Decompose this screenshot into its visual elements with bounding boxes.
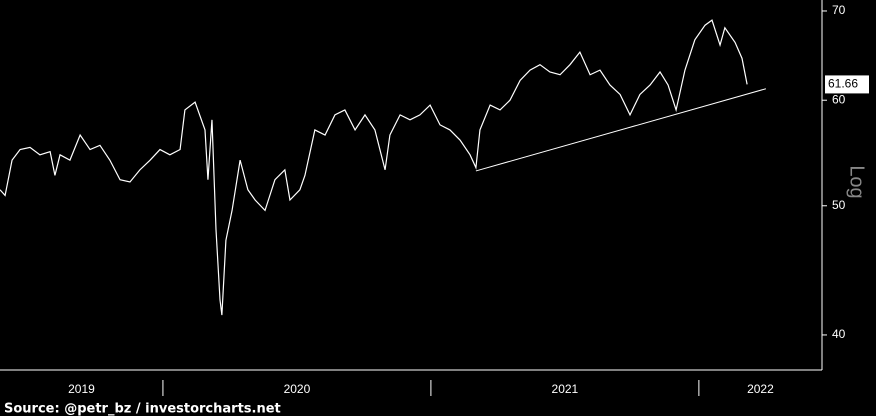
x-tick-label: 2020: [284, 382, 311, 396]
y-tick-label: 50: [832, 198, 846, 212]
price-line: [0, 19, 748, 316]
x-tick-label: 2021: [552, 382, 579, 396]
y-tick-label: 60: [832, 92, 846, 106]
trendline: [475, 88, 767, 172]
y-axis-label: Log: [846, 165, 868, 198]
last-value-label: 61.66: [828, 77, 858, 91]
x-tick-label: 2022: [747, 382, 774, 396]
y-tick-label: 70: [832, 3, 846, 17]
y-tick-label: 40: [832, 327, 846, 341]
last-value-box: [825, 75, 869, 94]
source: Source: @petr_bz / investorcharts.net: [4, 402, 281, 416]
x-tick-label: 2019: [68, 382, 95, 396]
